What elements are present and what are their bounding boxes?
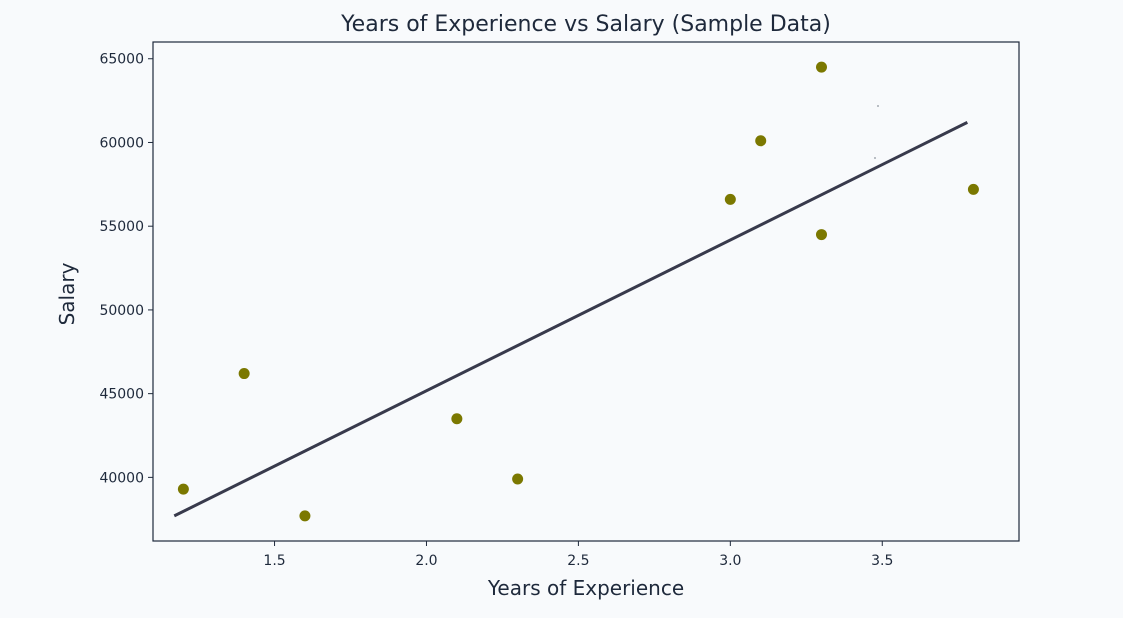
plot-area [152,41,1020,542]
scatter-point [299,510,311,522]
x-tick-label: 3.0 [719,553,741,569]
scatter-point [451,413,463,425]
x-tick-label: 1.5 [263,553,285,569]
y-tick-label: 40000 [99,470,144,486]
x-tick-label: 2.5 [567,553,589,569]
scatter-point [238,368,250,380]
regression-line [173,121,969,518]
scatter-point [815,61,827,73]
y-axis: 40000 45000 50000 55000 60000 65000 [99,52,153,486]
chart-title: Years of Experience vs Salary (Sample Da… [340,12,831,37]
stray-mark [874,157,876,159]
series-layer [173,61,979,522]
y-tick-label: 50000 [99,303,144,319]
scatter-point [967,183,979,195]
y-tick-label: 45000 [99,387,144,403]
x-tick-label: 3.5 [871,553,893,569]
scatter-point [177,483,189,495]
x-tick-label: 2.0 [415,553,437,569]
x-axis-label: Years of Experience [487,576,684,600]
stray-mark [877,105,879,107]
scatter-point [815,229,827,241]
scatter-point [755,135,767,147]
x-axis: 1.5 2.0 2.5 3.0 3.5 [263,541,893,569]
y-tick-label: 60000 [99,135,144,151]
scatter-point [512,473,524,485]
y-tick-label: 65000 [99,52,144,68]
y-tick-label: 55000 [99,219,144,235]
scatter-point [724,193,736,205]
y-axis-label: Salary [55,262,79,325]
